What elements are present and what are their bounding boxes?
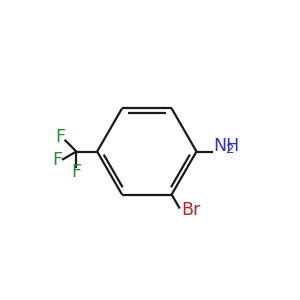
Text: NH: NH: [214, 137, 240, 155]
Text: 2: 2: [226, 143, 234, 156]
Text: F: F: [71, 163, 81, 181]
Text: F: F: [56, 128, 65, 146]
Text: F: F: [52, 151, 62, 169]
Text: Br: Br: [181, 201, 200, 219]
